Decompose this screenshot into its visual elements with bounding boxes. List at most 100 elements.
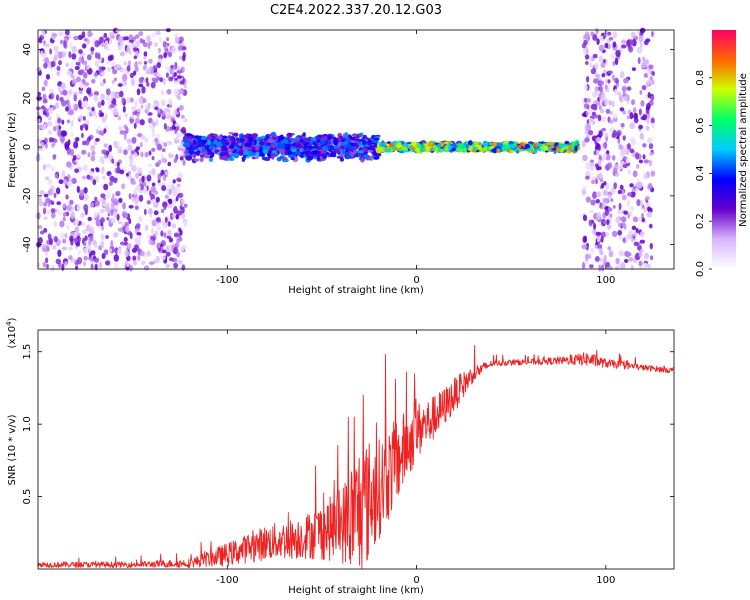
- heatmap-cell: [127, 139, 132, 144]
- heatmap-cell: [603, 143, 607, 148]
- heatmap-cell: [140, 119, 145, 125]
- heatmap-cell: [42, 94, 46, 100]
- heatmap-cell: [644, 160, 649, 164]
- heatmap-cell: [79, 81, 83, 88]
- heatmap-cell: [160, 230, 163, 236]
- heatmap-cell: [607, 32, 611, 36]
- heatmap-cell: [166, 72, 169, 77]
- heatmap-cell: [69, 235, 73, 241]
- heatmap-cell: [327, 140, 331, 145]
- heatmap-cell: [231, 158, 234, 161]
- heatmap-cell: [102, 175, 106, 179]
- heatmap-cell: [629, 183, 634, 187]
- heatmap-cell: [600, 35, 604, 41]
- heatmap-cell: [86, 89, 91, 93]
- heatmap-cell: [621, 123, 625, 127]
- heatmap-cell: [123, 149, 128, 155]
- heatmap-cell: [174, 88, 179, 95]
- heatmap-cell: [135, 205, 139, 210]
- heatmap-cell: [68, 247, 73, 251]
- heatmap-cell: [600, 62, 605, 68]
- heatmap-cell: [264, 137, 268, 141]
- heatmap-cell: [608, 100, 611, 106]
- heatmap-cell: [651, 123, 654, 129]
- heatmap-cell: [230, 153, 236, 157]
- heatmap-cell: [289, 138, 295, 141]
- heatmap-cell: [83, 247, 88, 253]
- heatmap-cell: [620, 185, 624, 190]
- heatmap-cell: [322, 145, 328, 150]
- heatmap-cell: [68, 51, 71, 58]
- x-tick-label: 100: [596, 275, 615, 286]
- heatmap-cell: [119, 170, 124, 175]
- heatmap-cell: [196, 150, 201, 153]
- heatmap-cell: [82, 60, 87, 65]
- x-tick-label: -100: [216, 575, 239, 586]
- heatmap-cell: [84, 82, 89, 86]
- heatmap-cell: [92, 107, 95, 111]
- heatmap-cell: [95, 138, 100, 142]
- heatmap-cell: [94, 95, 99, 102]
- heatmap-cell: [489, 142, 492, 146]
- heatmap-cell: [123, 81, 127, 85]
- heatmap-cell: [182, 55, 186, 62]
- heatmap-cell: [623, 238, 626, 243]
- heatmap-cell: [594, 90, 599, 96]
- heatmap-cell: [651, 71, 655, 76]
- heatmap-cell: [132, 111, 137, 115]
- heatmap-cell: [385, 148, 392, 153]
- heatmap-cell: [223, 151, 229, 155]
- heatmap-cell: [625, 251, 630, 258]
- heatmap-cell: [90, 202, 94, 207]
- heatmap-cell: [205, 137, 209, 140]
- heatmap-cell: [165, 65, 170, 70]
- heatmap-cell: [165, 195, 169, 199]
- heatmap-cell: [347, 152, 350, 157]
- heatmap-cell: [359, 133, 364, 137]
- heatmap-cell: [623, 164, 628, 168]
- heatmap-cell: [83, 116, 86, 121]
- heatmap-cell: [132, 137, 137, 144]
- heatmap-cell: [622, 111, 626, 115]
- heatmap-cell: [277, 157, 282, 162]
- heatmap-cell: [360, 158, 364, 163]
- heatmap-cell: [166, 89, 171, 95]
- heatmap-cell: [268, 134, 273, 137]
- heatmap-cell: [68, 255, 72, 260]
- heatmap-cell: [90, 145, 95, 150]
- heatmap-cell: [73, 232, 77, 239]
- heatmap-cell: [88, 217, 92, 221]
- heatmap-cell: [630, 112, 634, 119]
- heatmap-cell: [137, 88, 141, 95]
- heatmap-cell: [124, 237, 128, 242]
- heatmap-cell: [609, 250, 614, 257]
- heatmap-cell: [596, 149, 599, 156]
- heatmap-cell: [71, 149, 74, 157]
- heatmap-cell: [168, 51, 172, 57]
- heatmap-cell: [73, 155, 77, 160]
- heatmap-cell: [649, 152, 653, 156]
- heatmap-cell: [40, 231, 44, 235]
- heatmap-cell: [37, 67, 41, 72]
- heatmap-cell: [82, 123, 86, 128]
- heatmap-cell: [129, 159, 133, 165]
- heatmap-cell: [135, 67, 139, 72]
- colorbar-tick-label: 0.4: [695, 165, 706, 181]
- heatmap-cell: [87, 54, 92, 60]
- heatmap-cell: [616, 132, 620, 136]
- heatmap-cell: [159, 37, 162, 42]
- heatmap-cell: [640, 231, 645, 237]
- heatmap-cell: [126, 46, 130, 54]
- heatmap-cell: [125, 226, 130, 233]
- heatmap-cell: [588, 254, 591, 259]
- heatmap-cell: [109, 32, 114, 37]
- heatmap-cell: [632, 188, 636, 192]
- heatmap-cell: [327, 135, 332, 140]
- heatmap-cell: [503, 144, 507, 149]
- heatmap-cell: [649, 224, 653, 229]
- heatmap-cell: [39, 197, 42, 203]
- heatmap-cell: [149, 151, 152, 156]
- heatmap-cell: [596, 191, 601, 197]
- heatmap-cell: [53, 45, 58, 51]
- heatmap-cell: [270, 153, 276, 157]
